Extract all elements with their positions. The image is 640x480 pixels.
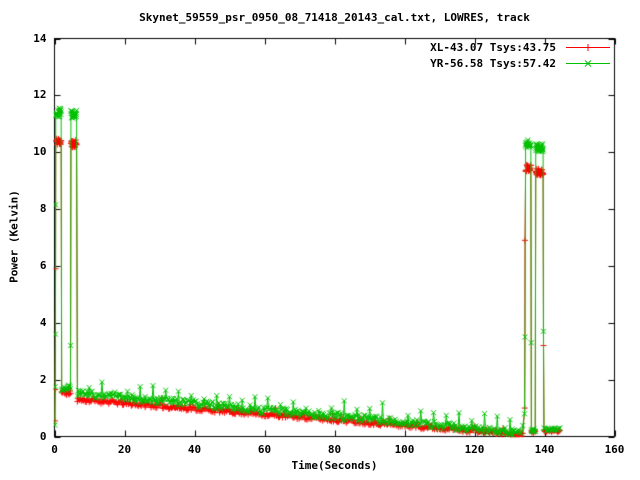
x-tick-label: 120 [464, 442, 485, 456]
y-tick-label: 10 [33, 145, 47, 159]
x-tick-label: 60 [257, 442, 272, 456]
y-tick-label: 2 [39, 372, 47, 386]
legend-sample-red-plus [566, 43, 610, 51]
x-tick-label: 100 [394, 442, 415, 456]
x-tick-label: 40 [187, 442, 202, 456]
legend-label-yr: YR-56.58 Tsys:57.42 [430, 56, 556, 70]
y-axis-label: Power (Kelvin) [7, 190, 21, 283]
y-tick-label: 14 [33, 31, 47, 45]
y-tick-label: 0 [39, 429, 47, 443]
chart-title: Skynet_59559_psr_0950_08_71418_20143_cal… [139, 11, 530, 24]
x-tick-label: 80 [327, 442, 342, 456]
y-tick-label: 8 [39, 202, 47, 216]
legend-entry-xl: XL-43.07 Tsys:43.75 [430, 39, 612, 55]
y-tick-label: 6 [39, 258, 47, 272]
x-axis-label: Time(Seconds) [291, 459, 378, 472]
x-tick-label: 160 [604, 442, 625, 456]
x-tick-label: 0 [51, 442, 58, 456]
x-tick-label: 140 [534, 442, 555, 456]
y-tick-label: 12 [33, 88, 47, 102]
legend-label-xl: XL-43.07 Tsys:43.75 [430, 40, 556, 54]
legend-sample-green-cross [566, 59, 610, 67]
legend: XL-43.07 Tsys:43.75 YR-56.58 Tsys:57.42 [430, 39, 612, 71]
y-tick-label: 4 [39, 315, 47, 329]
legend-entry-yr: YR-56.58 Tsys:57.42 [430, 55, 612, 71]
x-tick-label: 20 [117, 442, 132, 456]
